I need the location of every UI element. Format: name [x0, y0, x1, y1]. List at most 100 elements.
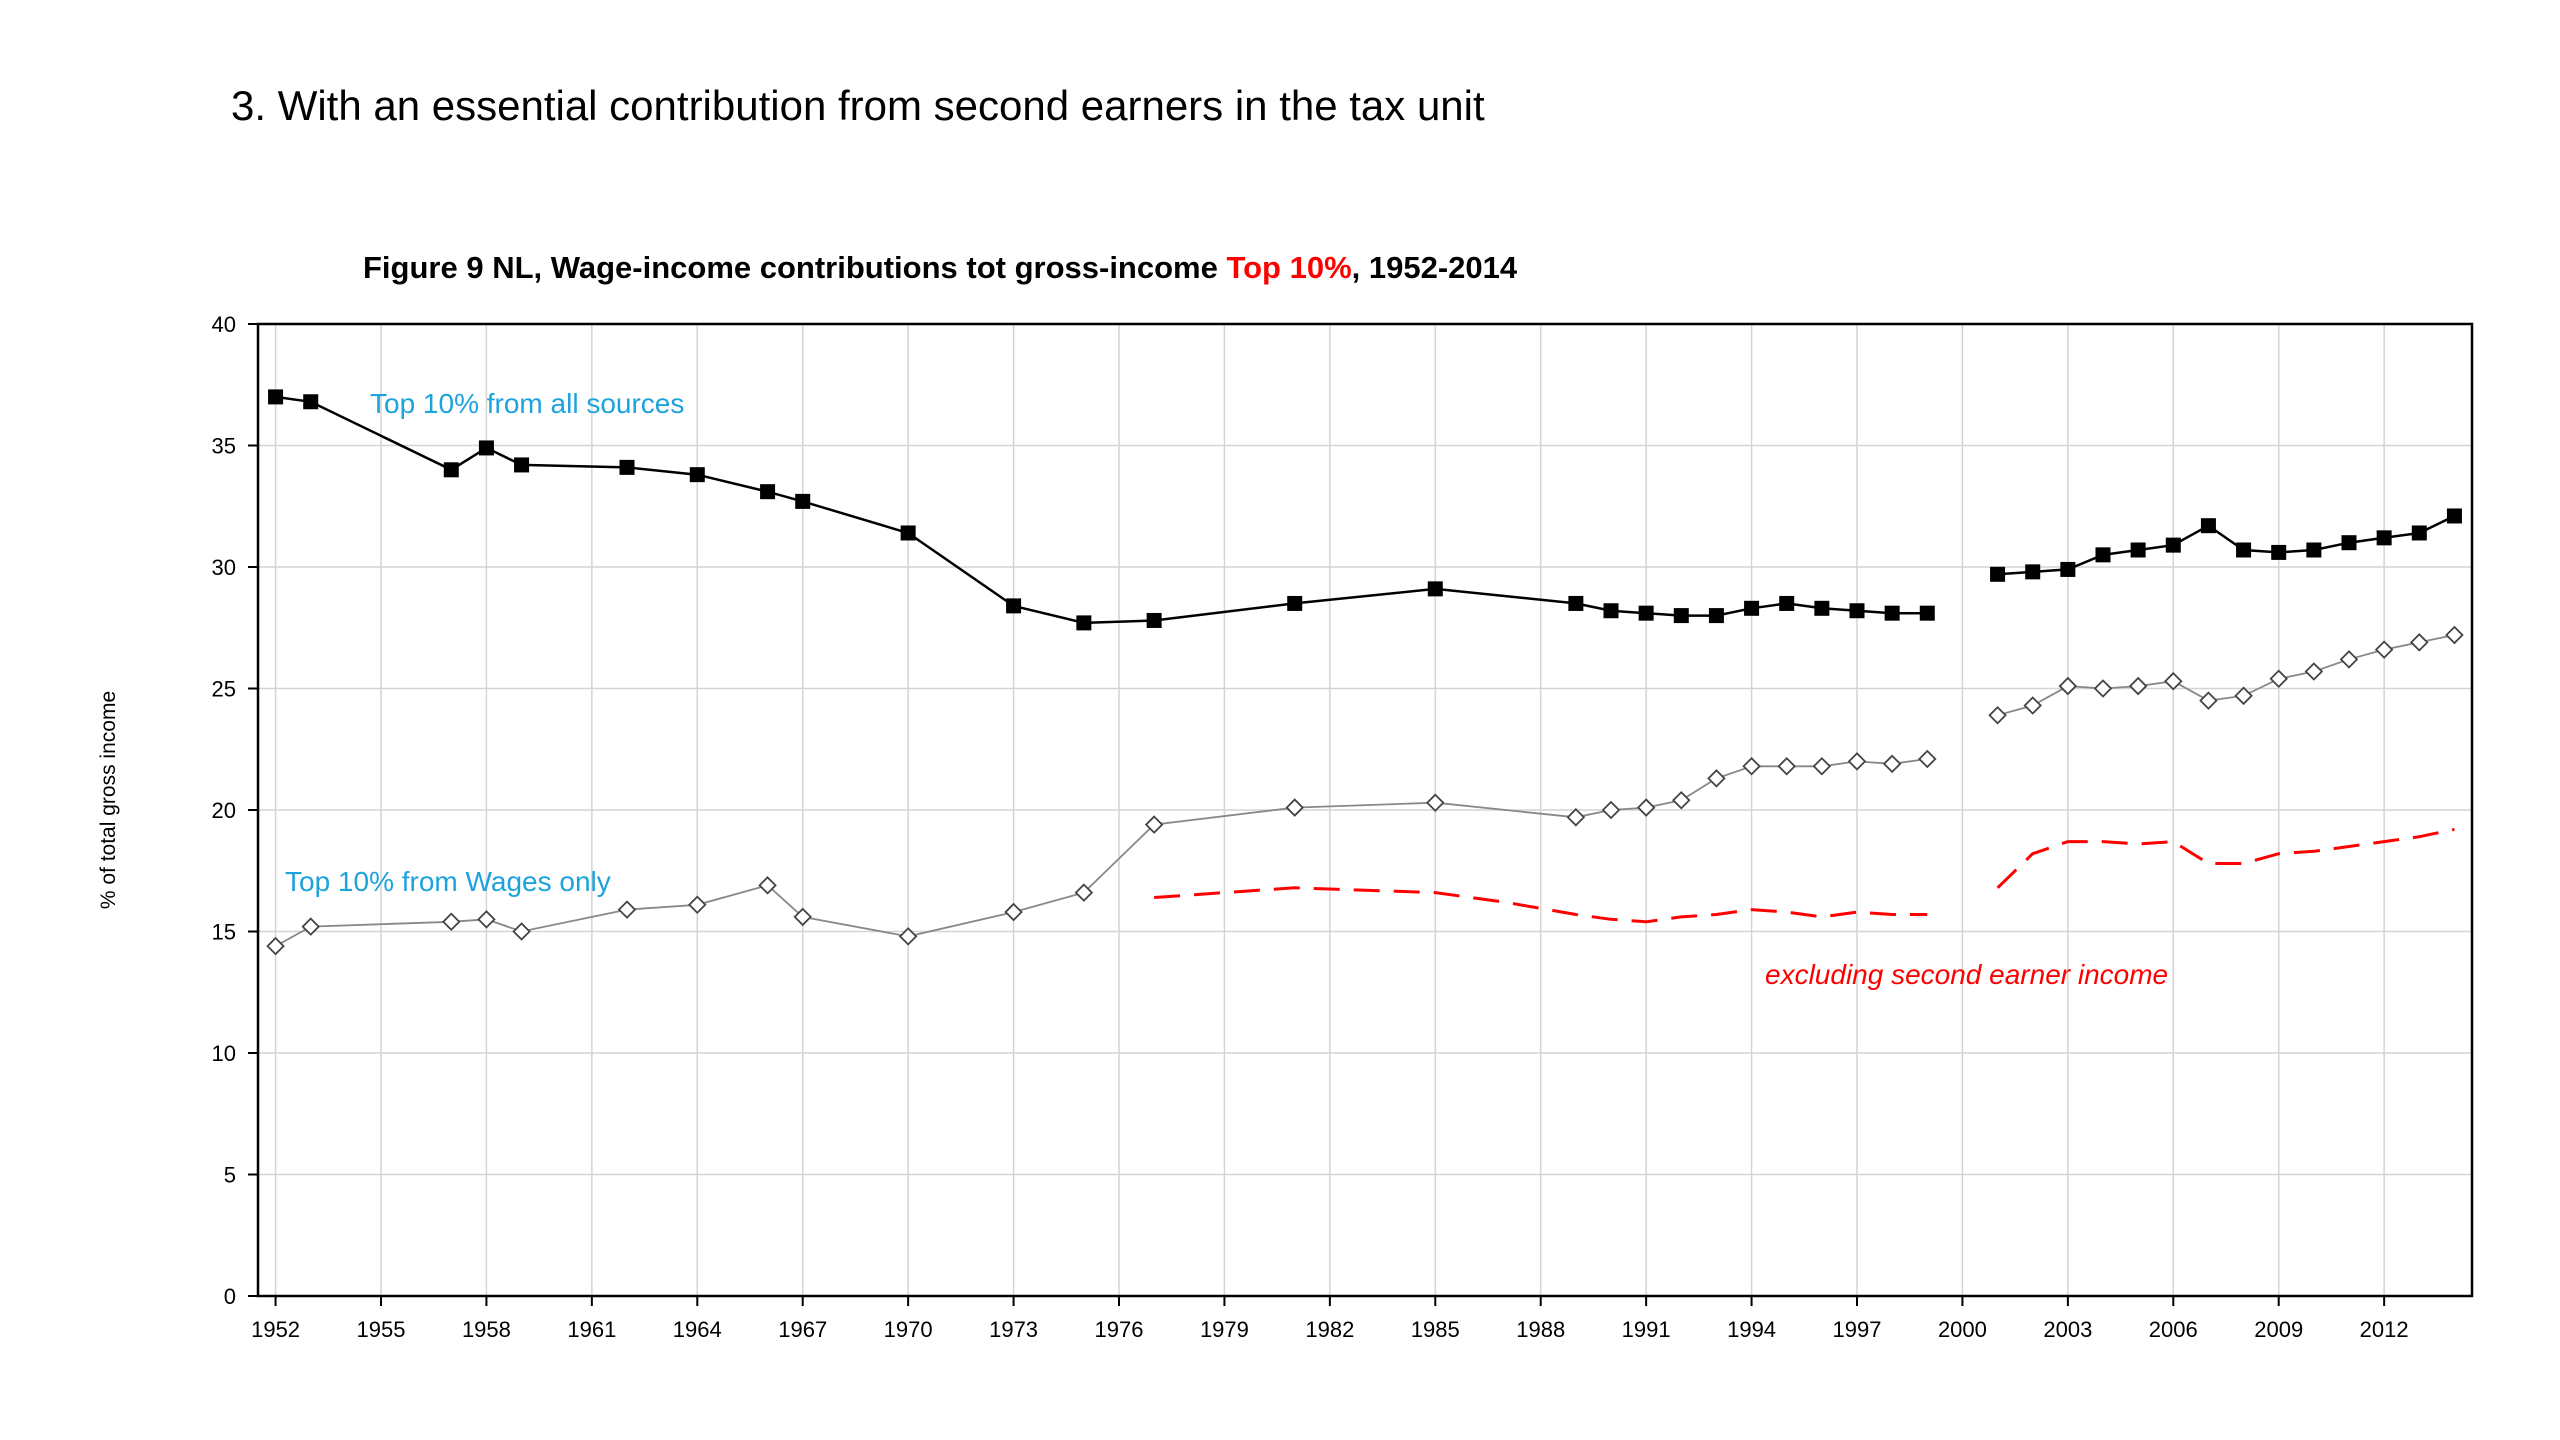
x-tick-label: 2006	[2149, 1317, 2198, 1342]
data-point	[1990, 566, 2006, 582]
data-point	[2446, 508, 2462, 524]
data-point	[514, 457, 530, 473]
data-point	[1638, 605, 1654, 621]
data-point	[1882, 754, 1902, 774]
x-tick-label: 1964	[673, 1317, 722, 1342]
data-point	[1919, 605, 1935, 621]
data-point	[2164, 671, 2183, 691]
data-point	[617, 900, 637, 919]
data-point	[1006, 598, 1022, 614]
data-point	[2060, 561, 2076, 577]
x-tick-label: 1955	[357, 1317, 406, 1342]
data-point	[1918, 749, 1937, 769]
x-tick-label: 1973	[989, 1317, 1038, 1342]
data-point	[2023, 696, 2042, 715]
data-point	[1601, 800, 1621, 820]
data-point	[2128, 676, 2148, 696]
data-point	[1742, 756, 1761, 776]
figure-title-years: , 1952-2014	[1351, 250, 1518, 285]
data-point	[898, 927, 918, 946]
data-point	[2095, 547, 2111, 563]
x-tick-label: 1994	[1727, 1317, 1776, 1342]
y-tick-label: 35	[212, 434, 236, 459]
data-point	[1779, 595, 1795, 611]
data-point	[795, 493, 811, 509]
x-tick-labels: 1952 1955 1958 1961 1964 1967 1970 1973 1976 1979…	[251, 1317, 2409, 1342]
data-point	[1076, 615, 1092, 631]
data-point	[2058, 676, 2078, 696]
data-point	[1849, 603, 1865, 619]
x-tick-label: 1961	[567, 1317, 616, 1342]
x-tick-label: 1997	[1833, 1317, 1882, 1342]
data-point	[1287, 595, 1303, 611]
x-tick-label: 1985	[1411, 1317, 1460, 1342]
data-point	[2339, 650, 2359, 669]
x-tick-label: 1967	[778, 1317, 827, 1342]
data-point	[793, 907, 812, 927]
plot-frame	[256, 322, 2474, 1298]
data-point	[2130, 542, 2146, 558]
data-point	[619, 459, 635, 475]
series-label: Top 10% from all sources	[370, 388, 684, 419]
x-tick-label: 2009	[2254, 1317, 2303, 1342]
x-tick-label: 1952	[251, 1317, 300, 1342]
data-point	[2445, 625, 2464, 645]
series-label: excluding second earner income	[1765, 959, 2168, 990]
y-tick-label: 5	[224, 1163, 236, 1188]
data-point	[900, 525, 916, 541]
data-point	[2410, 633, 2429, 652]
data-point	[2269, 669, 2288, 689]
x-tick-label: 2012	[2360, 1317, 2409, 1342]
data-point	[2199, 691, 2218, 710]
data-point	[2025, 564, 2041, 580]
x-tick-label: 2003	[2043, 1317, 2092, 1342]
data-point	[2200, 518, 2216, 534]
data-point	[1566, 808, 1586, 827]
data-point	[2304, 662, 2324, 681]
data-point	[1884, 605, 1900, 621]
x-tick-label: 1982	[1305, 1317, 1354, 1342]
data-point	[2411, 525, 2427, 541]
series-label: Top 10% from Wages only	[285, 866, 611, 897]
y-tick-label: 30	[212, 555, 236, 580]
y-tick-label: 0	[224, 1284, 236, 1309]
x-tick-label: 1979	[1200, 1317, 1249, 1342]
data-point	[301, 917, 320, 936]
data-point	[1146, 612, 1162, 628]
data-point	[758, 876, 777, 895]
y-tick-label: 15	[212, 920, 236, 945]
y-tick-labels: 0 5 10 15 20 25 30 35 40	[212, 312, 236, 1309]
data-point	[1814, 600, 1830, 616]
data-point	[1708, 608, 1724, 624]
data-point	[266, 936, 285, 956]
x-tick-label: 1976	[1095, 1317, 1144, 1342]
data-point	[2234, 686, 2253, 706]
data-point	[1672, 791, 1691, 810]
figure-title: Figure 9 NL, Wage-income contributions t…	[363, 250, 1517, 286]
series-line	[1153, 886, 1928, 924]
data-point	[1568, 595, 1584, 611]
data-point	[442, 912, 461, 932]
data-point	[2374, 640, 2394, 659]
series-labels: Top 10% from all sources Top 10% from Wag…	[285, 388, 2168, 990]
data-point	[1074, 883, 1094, 902]
x-tick-label: 1991	[1622, 1317, 1671, 1342]
y-tick-label: 20	[212, 798, 236, 823]
slide-title: 3. With an essential contribution from s…	[231, 82, 1485, 129]
data-point	[688, 895, 707, 915]
data-point	[760, 484, 776, 500]
data-point	[443, 462, 459, 478]
data-point	[478, 440, 494, 456]
figure-title-highlight: Top 10%	[1226, 250, 1352, 285]
y-tick-label: 10	[212, 1041, 236, 1066]
data-point	[1636, 798, 1656, 817]
data-point	[1673, 608, 1689, 624]
data-point	[303, 394, 319, 410]
y-tick-label: 40	[212, 312, 236, 337]
data-point	[1812, 756, 1832, 776]
data-point	[477, 910, 496, 929]
data-point	[2236, 542, 2252, 558]
data-point	[689, 467, 705, 483]
data-point	[2271, 544, 2287, 560]
